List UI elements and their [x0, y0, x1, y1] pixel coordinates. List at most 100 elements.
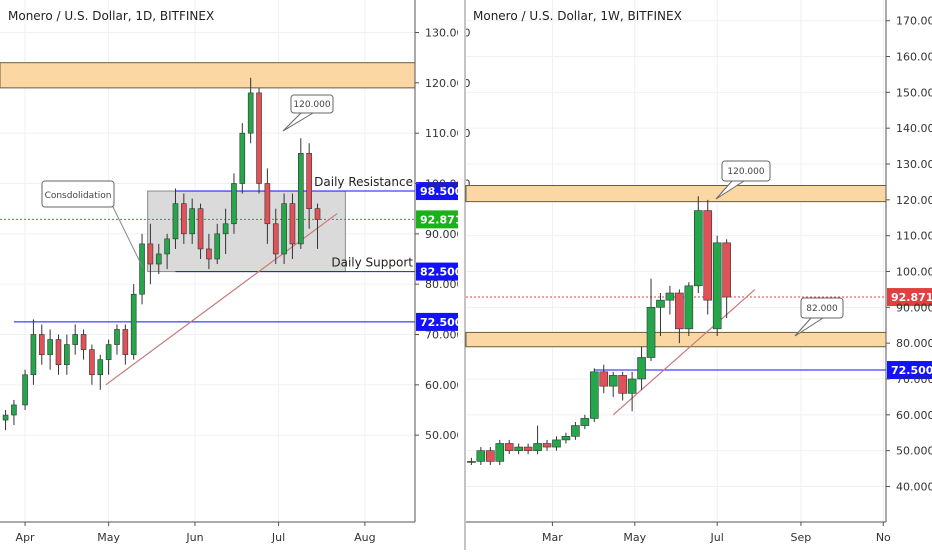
y-tick-label: 160.000 [896, 51, 932, 64]
x-tick-label: Aug [354, 531, 375, 544]
candle-body [55, 339, 62, 365]
candle-body [589, 371, 599, 419]
zone-callout-bottom-pointer [794, 317, 824, 337]
candle-body [486, 450, 495, 462]
candle-body [105, 344, 112, 360]
candle-body [712, 242, 722, 330]
y-tick-label: 150.000 [896, 86, 932, 99]
candle-body [114, 329, 120, 345]
candle-body [281, 203, 287, 255]
candle-body [495, 443, 505, 462]
panel-gap [458, 0, 466, 550]
candle-body [22, 374, 28, 406]
x-tick-label: No [876, 531, 891, 544]
candle-body [627, 378, 637, 394]
y-tick-label: 130.000 [896, 158, 932, 171]
candle-body [189, 208, 195, 235]
zone-callout-top-label: 120.000 [727, 167, 764, 177]
y-tick-label: 40.000 [896, 480, 932, 493]
y-tick-label: 60.000 [896, 409, 932, 422]
candle-body [646, 307, 656, 358]
right-candles [467, 196, 731, 465]
y-tick-label: 70.000 [896, 373, 932, 386]
candle-body [665, 292, 675, 301]
current-price-label: 92.871 [891, 291, 932, 304]
candle-body [155, 253, 162, 265]
y-tick-label: 100.000 [896, 266, 932, 279]
level-price-label: 72.500 [420, 316, 463, 329]
level-price-tag [416, 262, 460, 281]
candle-body [298, 153, 304, 245]
level-price-label: 72.500 [891, 364, 932, 377]
candle-body [47, 339, 53, 355]
y-tick-label: 50.000 [425, 429, 464, 442]
candle-body [552, 439, 561, 448]
left-resistance-zone [0, 62, 416, 89]
y-tick-label: 120.000 [896, 194, 932, 207]
box-callout-leader [111, 204, 144, 269]
y-tick-label: 110.000 [896, 230, 932, 243]
level-price-label: 82.500 [420, 266, 463, 279]
candle-body [561, 436, 571, 441]
y-tick-label: 80.000 [896, 337, 932, 350]
candle-body [256, 92, 262, 184]
candle-body [599, 371, 609, 387]
zone-callout-box [290, 94, 334, 114]
x-tick-label: May [623, 531, 646, 544]
candle-body [618, 375, 627, 394]
candle-body [289, 203, 296, 245]
candle-body [231, 183, 237, 225]
left-time-axis: Apr May Jun Jul Aug [16, 522, 376, 544]
candle-body [533, 443, 542, 451]
candle-body [222, 223, 229, 235]
zone-callout-label: 120.000 [293, 100, 330, 110]
candle-body [306, 153, 312, 209]
level-price-tag [887, 361, 932, 380]
x-tick-label: Sep [791, 531, 812, 544]
left-chart: 98.500 Daily Resistance 82.500 Daily Suppor… [0, 0, 471, 544]
candle-body [523, 446, 533, 451]
current-price-tag [887, 288, 932, 307]
candle-body [80, 334, 87, 350]
candle-body [514, 446, 523, 451]
y-tick-label: 90.000 [896, 301, 932, 314]
x-tick-label: May [97, 531, 120, 544]
x-tick-label: Jul [710, 531, 724, 544]
candle-body [542, 443, 552, 448]
x-tick-label: Jul [271, 531, 285, 544]
candle-body [571, 425, 580, 437]
candle-body [476, 450, 486, 462]
right-level-lines: 72.500 92.871 [466, 288, 932, 380]
level-price-tag [416, 312, 460, 331]
level-price-label: 98.500 [420, 185, 463, 198]
zone-callout-pointer [282, 112, 314, 132]
candle-body [130, 293, 137, 355]
level-annotation: Daily Support [331, 256, 413, 270]
candle-body [122, 329, 129, 355]
y-tick-label: 140.000 [896, 122, 932, 135]
left-candles [2, 77, 321, 431]
x-tick-label: Apr [16, 531, 36, 544]
candle-body [703, 210, 713, 301]
candle-body [206, 248, 212, 260]
right-time-axis: Mar May Jul Sep No [542, 522, 891, 544]
box-callout-label: Consdolidation [45, 191, 112, 201]
level-price-tag [416, 182, 460, 201]
candle-body [38, 334, 45, 355]
resistance-zone [465, 185, 887, 203]
zone-callout-top-box [721, 160, 771, 182]
right-zones [465, 185, 887, 348]
candle-body [97, 359, 104, 376]
candle-body [164, 238, 170, 255]
left-chart-title: Monero / U.S. Dollar, 1D, BITFINEX [8, 9, 214, 23]
y-tick-label: 60.000 [425, 379, 464, 392]
candle-body [197, 208, 204, 250]
candle-body [580, 418, 590, 426]
trendline [612, 288, 756, 416]
right-trendline [612, 288, 756, 416]
candle-body [693, 210, 703, 287]
candle-body [247, 92, 254, 134]
box-callout-box [41, 180, 115, 208]
zone-callout-top-pointer [715, 180, 745, 200]
